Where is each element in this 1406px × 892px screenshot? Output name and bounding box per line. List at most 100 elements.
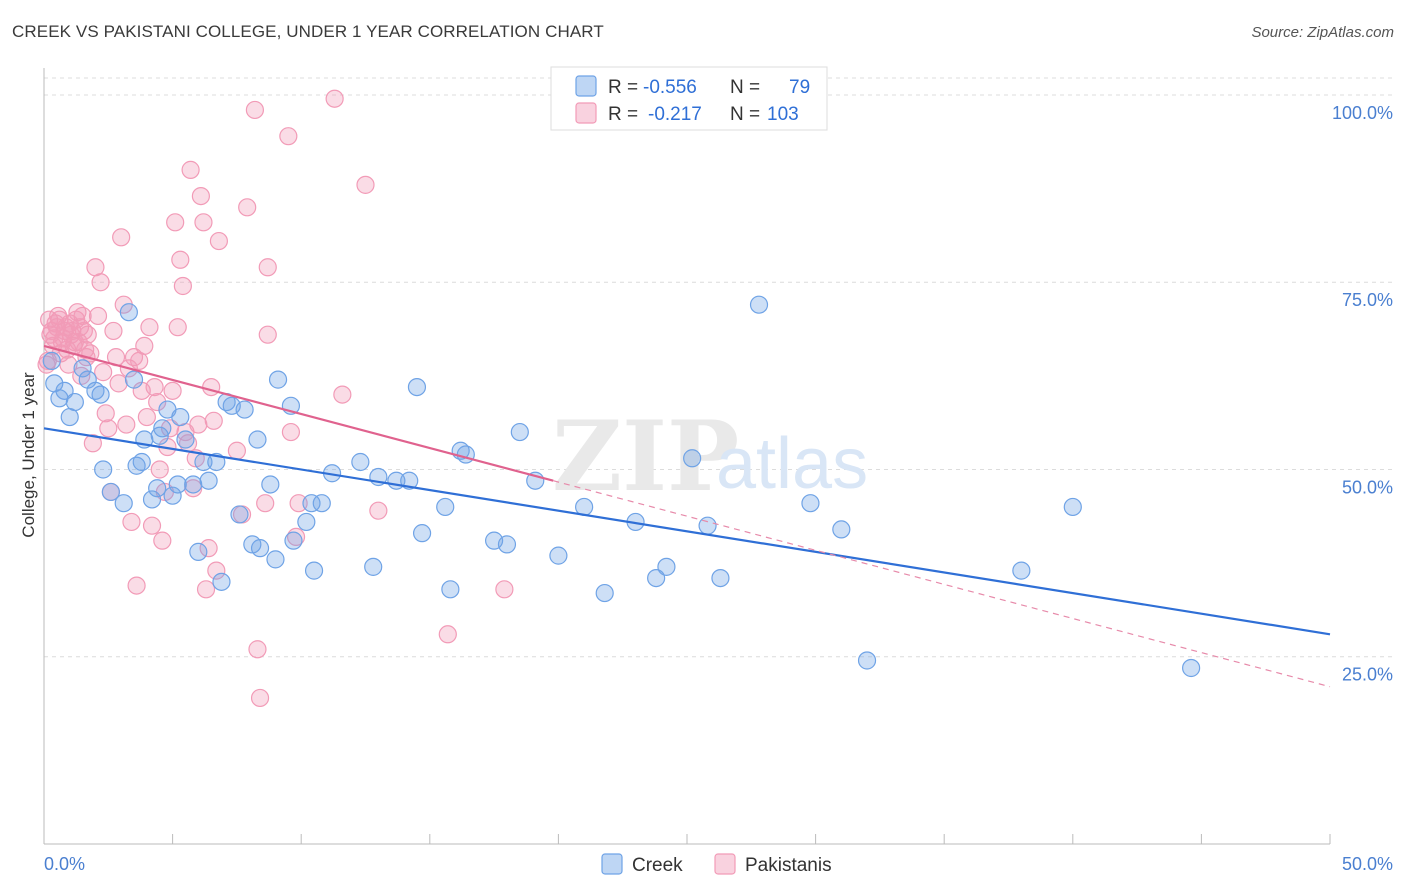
data-point-pakistanis [209,231,228,251]
data-point-pakistanis [245,100,265,120]
axes [43,68,1331,845]
data-point-creek [268,370,288,389]
data-point-creek [142,490,162,509]
legend: R = -0.556 N = 79 R = -0.217 N = 103 [550,66,828,131]
x-tick-labels: 0.0% 50.0% [44,854,1393,874]
y-tick-label: 100.0% [1332,103,1393,123]
data-point-pakistanis [256,494,275,513]
data-point-creek [711,568,730,588]
data-point-creek [801,494,820,513]
data-point-creek [351,452,370,472]
data-point-pakistanis [96,404,115,423]
data-point-pakistanis [140,318,159,337]
data-point-pakistanis [333,385,352,404]
data-point-pakistanis [148,392,167,412]
data-point-pakistanis [150,460,169,479]
legend-r-label: R = [608,77,638,98]
watermark-atlas: atlas [716,424,868,504]
y-axis-label: College, Under 1 year [19,372,38,538]
data-point-creek [250,539,270,558]
data-point-creek [114,494,133,513]
data-point-creek [297,512,316,532]
data-point-creek [497,535,517,554]
data-point-creek [42,351,61,370]
data-point-pakistanis [145,377,164,397]
data-point-creek [857,651,877,670]
data-point-creek [266,550,285,569]
data-point-creek [1182,658,1201,678]
data-point-pakistanis [227,441,246,460]
data-point-pakistanis [325,89,344,108]
data-point-pakistanis [191,186,210,206]
data-point-creek [55,381,74,400]
data-point-creek [302,494,321,513]
data-point-creek [148,479,167,498]
data-point-creek [248,430,267,449]
data-point-creek [199,471,218,490]
x-tick-label: 0.0% [44,854,85,874]
data-point-creek [119,303,138,322]
data-point-creek [304,561,324,580]
series-pakistanis [37,89,514,708]
data-point-creek [235,400,254,419]
legend-n-value-creek: 79 [789,77,810,98]
data-point-pakistanis [438,625,457,644]
data-point-creek [595,583,614,603]
data-point-pakistanis [194,213,213,232]
data-point-pakistanis [199,539,218,558]
data-point-creek [400,471,419,490]
source-label: Source: ZipAtlas.com [1251,24,1394,41]
data-point-creek [1063,497,1082,517]
data-point-creek [832,520,851,539]
data-point-pakistanis [189,415,208,434]
legend-swatch-creek [575,75,597,97]
data-point-pakistanis [94,363,113,382]
data-point-creek [94,460,113,479]
y-tick-label: 75.0% [1342,290,1393,310]
trend-line-pakistanis-extension [553,480,1331,688]
legend-swatch-pakistanis [575,102,597,124]
data-point-pakistanis [173,276,192,296]
data-point-creek [412,524,432,543]
data-point-creek [284,531,303,550]
data-point-creek [189,542,208,561]
data-point-pakistanis [142,516,162,535]
data-point-pakistanis [279,127,298,146]
legend-box [550,66,828,131]
bottom-legend-pakistanis: Pakistanis [745,855,832,876]
x-tick-label: 50.0% [1342,854,1393,874]
data-point-creek [312,494,331,513]
data-point-pakistanis [202,377,221,397]
legend-n-label: N = [730,77,760,98]
y-tick-label: 50.0% [1342,477,1393,497]
watermark: ZIP atlas [552,400,868,513]
watermark-zip: ZIP [552,400,739,513]
data-point-pakistanis [289,494,308,513]
data-point-pakistanis [122,512,141,532]
data-point-creek [184,475,203,494]
data-point-pakistanis [104,321,123,341]
data-point-pakistanis [238,198,257,217]
data-point-creek [150,426,169,445]
data-point-pakistanis [137,407,156,427]
data-point-pakistanis [250,688,270,708]
trend-line-pakistanis [43,344,554,482]
data-point-pakistanis [88,306,108,326]
data-point-pakistanis [281,422,301,442]
data-point-creek [91,385,110,404]
data-point-creek [132,452,151,472]
y-tick-label: 25.0% [1342,665,1393,685]
data-point-pakistanis [160,419,180,438]
data-point-pakistanis [171,250,190,269]
data-point-pakistanis [83,434,102,453]
data-point-creek [65,392,84,412]
data-point-creek [176,430,195,449]
data-point-creek [207,452,226,472]
data-point-pakistanis [127,576,146,595]
data-point-pakistanis [207,561,226,580]
data-point-creek [549,546,568,565]
data-point-pakistanis [91,273,110,292]
data-point-creek [168,475,187,494]
data-point-creek [124,370,144,389]
